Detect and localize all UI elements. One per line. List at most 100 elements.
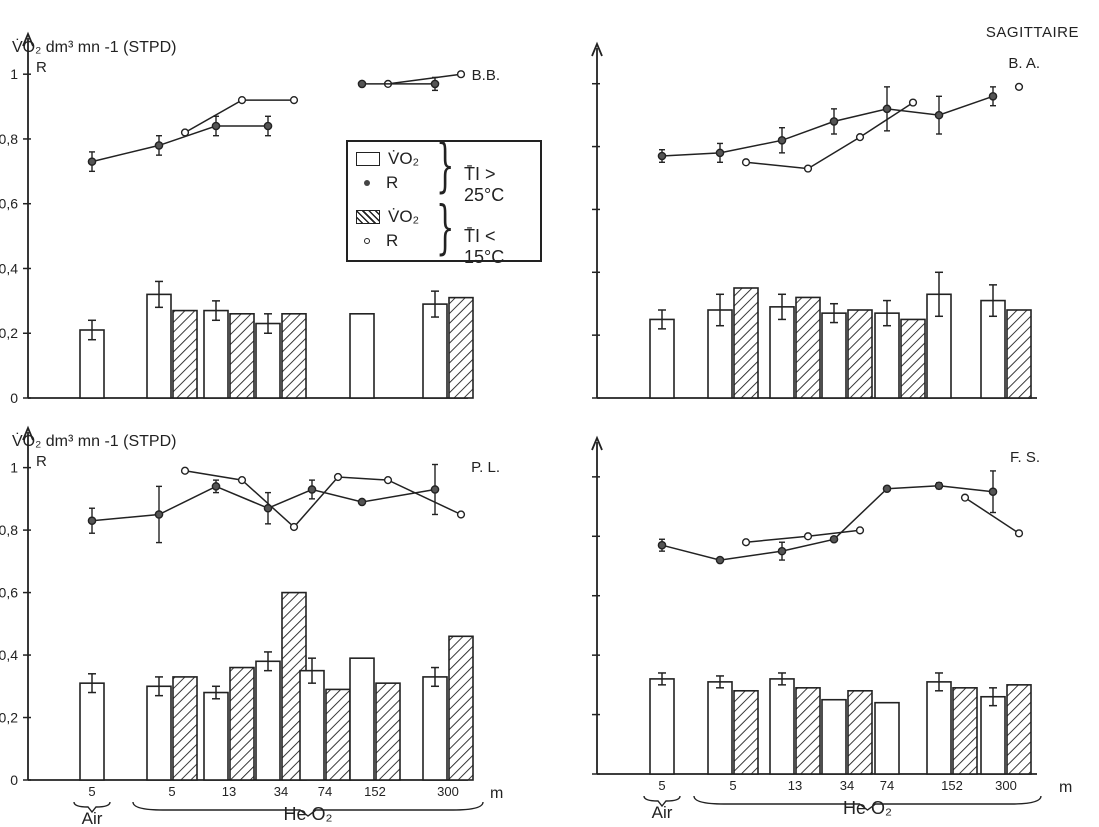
line-r-cold xyxy=(745,497,1020,543)
bar-vo2-warm xyxy=(707,681,733,775)
y-axis-arrow xyxy=(591,435,603,451)
point-r-warm xyxy=(657,540,667,550)
bar-vo2-warm xyxy=(255,660,281,781)
point-r-warm xyxy=(777,546,787,556)
point-r-warm xyxy=(357,497,367,507)
line-r-cold xyxy=(184,73,462,134)
x-group-air: Air xyxy=(652,803,673,822)
x-tick-label: 300 xyxy=(995,778,1017,793)
panel-2: 0 0,2 0,4 0,6 0,8 1 P. L. 5 5 13 34 74 152 300 m Air He … xyxy=(0,425,503,827)
point-r-warm xyxy=(154,141,164,150)
hatched-bar-swatch xyxy=(356,210,380,224)
point-r-cold xyxy=(456,510,466,519)
air-brace xyxy=(73,801,111,814)
bar-vo2-cold xyxy=(1006,684,1032,775)
bar-vo2-cold xyxy=(847,309,873,399)
bar-vo2-warm xyxy=(926,681,952,775)
line-r-warm xyxy=(91,83,435,163)
point-r-warm xyxy=(715,555,725,565)
x-tick-label: 13 xyxy=(222,784,236,799)
x-group-heo2: He O₂ xyxy=(843,798,892,818)
legend: V̇O₂ R V̇O₂ R } } T̄I > 25°C T̄I < 15°C xyxy=(346,136,542,267)
bar-vo2-cold xyxy=(952,687,978,775)
bar-vo2-warm xyxy=(146,293,172,399)
panel-label: F. S. xyxy=(1010,449,1040,466)
point-r-warm xyxy=(988,91,998,101)
y-axis-arrow xyxy=(22,425,34,441)
point-r-cold xyxy=(1014,82,1024,91)
panel-label: P. L. xyxy=(471,459,500,476)
open-dot-swatch xyxy=(364,238,370,244)
point-r-warm xyxy=(988,487,998,497)
point-r-warm xyxy=(657,151,667,161)
legend-row-vo2-cold: V̇O₂ xyxy=(356,206,419,228)
bar-vo2-warm xyxy=(821,312,847,399)
bar-vo2-cold xyxy=(448,635,474,781)
point-r-cold xyxy=(456,70,466,79)
bar-vo2-warm xyxy=(203,309,229,399)
point-r-warm xyxy=(211,121,221,131)
y-tick-label: 0 xyxy=(10,390,18,406)
point-r-warm xyxy=(882,484,892,494)
y-axis-title-r: R xyxy=(36,453,47,470)
bar-vo2-warm xyxy=(79,682,105,781)
x-tick-label: 152 xyxy=(364,784,386,799)
x-tick-label: 5 xyxy=(729,778,736,793)
x-tick-label: 5 xyxy=(168,784,175,799)
x-group-air: Air xyxy=(82,809,103,827)
point-r-warm xyxy=(211,482,221,491)
y-axis-arrow xyxy=(22,31,34,47)
point-r-cold xyxy=(1014,529,1024,538)
bar-vo2-warm xyxy=(299,669,325,781)
point-r-warm xyxy=(777,135,787,145)
bar-vo2-cold xyxy=(795,687,821,775)
point-r-warm xyxy=(263,503,273,513)
bar-vo2-warm xyxy=(422,303,448,399)
x-tick-label: 34 xyxy=(840,778,854,793)
heo2-brace xyxy=(132,801,484,817)
open-bar-swatch xyxy=(356,152,380,166)
x-tick-label: 300 xyxy=(437,784,459,799)
panel-1: B. A. xyxy=(591,41,1040,399)
point-r-cold xyxy=(237,476,247,485)
page-title: SAGITTAIRE xyxy=(985,24,1079,41)
filled-dot-swatch xyxy=(364,180,370,186)
point-r-cold xyxy=(383,476,393,485)
panel-3: F. S. 5 5 13 34 74 152 300 m Air He O₂ xyxy=(591,435,1072,822)
y-axis-arrow xyxy=(591,41,603,57)
legend-label: V̇O₂ xyxy=(388,207,420,226)
y-axis-title-r: R xyxy=(36,59,47,76)
y-tick-label: 0,2 xyxy=(0,710,18,726)
legend-label: R xyxy=(386,231,399,250)
point-r-warm xyxy=(87,157,97,166)
bar-vo2-warm xyxy=(349,657,375,781)
x-tick-label: 13 xyxy=(788,778,802,793)
line-r-warm xyxy=(661,485,994,561)
brace: } xyxy=(436,131,455,199)
bar-vo2-warm xyxy=(769,306,795,399)
y-tick-label: 0,4 xyxy=(0,260,18,276)
bar-vo2-cold xyxy=(733,287,759,399)
bar-vo2-warm xyxy=(980,695,1006,775)
point-r-warm xyxy=(307,485,317,494)
x-group-heo2: He O₂ xyxy=(284,804,333,824)
point-r-cold xyxy=(960,493,970,502)
bar-vo2-cold xyxy=(172,676,198,781)
line-r-warm xyxy=(91,485,436,522)
y-tick-label: 0,2 xyxy=(0,325,18,341)
legend-condition-warm: T̄I > 25°C xyxy=(464,164,505,205)
bar-vo2-cold xyxy=(229,313,255,399)
point-r-cold xyxy=(180,466,190,475)
y-tick-label: 0,6 xyxy=(0,196,18,212)
y-tick-label: 0,6 xyxy=(0,585,18,601)
legend-row-r-cold: R xyxy=(356,230,398,252)
bar-vo2-warm xyxy=(146,685,172,781)
bar-vo2-warm xyxy=(255,322,281,399)
bar-vo2-cold xyxy=(281,313,307,399)
x-tick-label: 74 xyxy=(318,784,332,799)
panel-label: B. A. xyxy=(1008,55,1040,72)
legend-row-vo2-warm: V̇O₂ xyxy=(356,148,419,170)
point-r-warm xyxy=(934,110,944,120)
y-tick-label: 0,4 xyxy=(0,647,18,663)
